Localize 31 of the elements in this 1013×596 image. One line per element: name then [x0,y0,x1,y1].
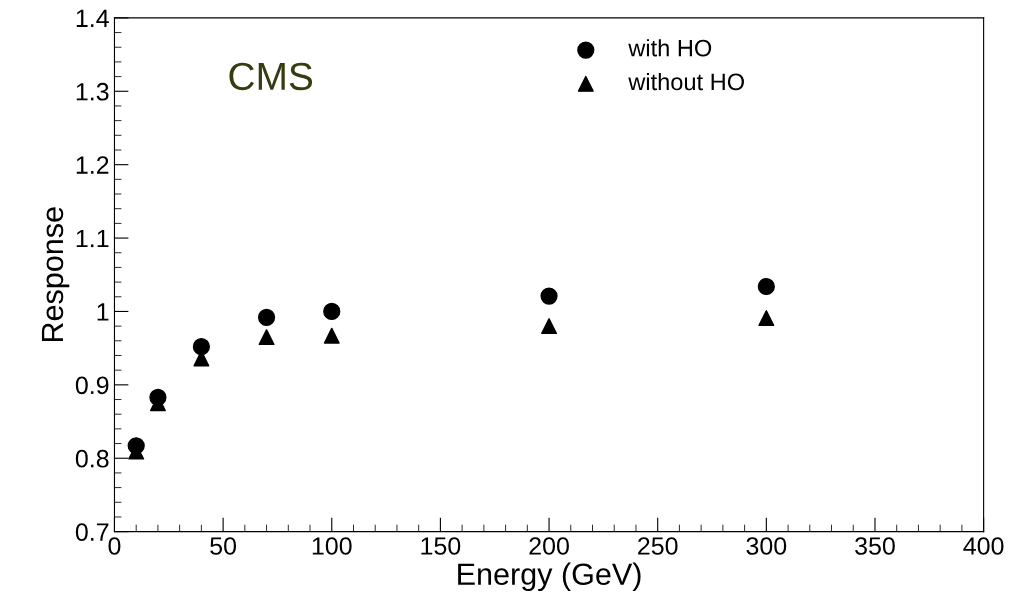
point [540,287,558,305]
y-tick-label: 1.4 [76,9,109,27]
legend-label: with HO [628,39,712,57]
x-tick-label: 100 [312,537,352,555]
x-tick-label: 400 [963,537,1004,555]
point [758,310,775,327]
x-axis-title: Energy (GeV) [458,562,641,592]
point [258,329,275,346]
x-tick-label: 300 [746,537,787,555]
point [257,308,276,326]
x-tick-label: 200 [529,537,569,555]
y-tick-label: 1.2 [76,156,109,174]
point [541,318,558,335]
x-tick-label: 50 [210,537,237,555]
y-tick-label: 1.3 [76,82,109,101]
x-tick-label: 150 [421,537,461,555]
point [323,327,340,344]
x-tick-label: 350 [855,537,895,555]
point [192,338,210,356]
y-tick-label: 0.7 [75,523,109,541]
y-tick-label: 1 [97,303,109,321]
x-tick-label: 0 [108,537,121,555]
x-tick-label: 250 [638,537,678,555]
annotation: CMS [229,62,313,91]
legend-label: without HO [628,72,744,91]
y-axis-title: Response [41,207,70,342]
point [757,277,775,296]
y-tick-label: 0.9 [75,376,109,395]
y-tick-label: 0.8 [75,449,109,468]
y-tick-label: 1.1 [76,229,109,248]
point [323,302,341,321]
